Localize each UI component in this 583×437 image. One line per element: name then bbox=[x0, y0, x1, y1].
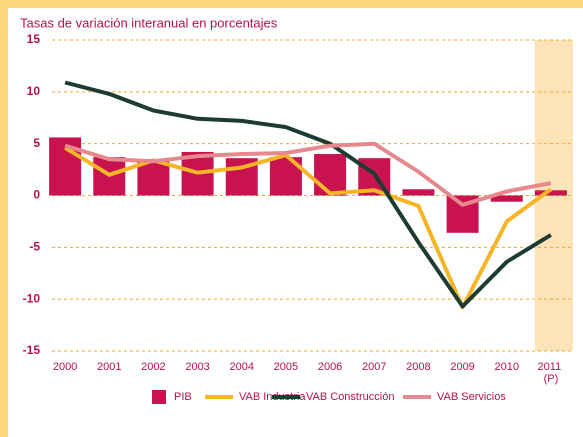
bar bbox=[137, 161, 170, 196]
x-tick-label: 2001 bbox=[97, 361, 121, 373]
line-series bbox=[64, 80, 552, 309]
y-tick-label: 15 bbox=[27, 32, 41, 46]
x-tick-label: 2008 bbox=[406, 361, 430, 373]
bar bbox=[534, 190, 567, 196]
legend-label: PIB bbox=[174, 391, 192, 403]
y-tick-label: 0 bbox=[33, 188, 40, 202]
y-tick-label: 5 bbox=[33, 136, 40, 150]
legend-label: VAB Servicios bbox=[437, 391, 506, 403]
x-tick-label: 2003 bbox=[185, 361, 209, 373]
x-tick-label: 2002 bbox=[141, 361, 165, 373]
y-tick-label: 10 bbox=[27, 84, 41, 98]
bar bbox=[402, 189, 435, 196]
legend-swatch bbox=[152, 390, 166, 404]
x-tick-label: 2009 bbox=[450, 361, 474, 373]
x-tick-label: 2010 bbox=[495, 361, 519, 373]
y-tick-label: -10 bbox=[23, 291, 41, 305]
x-tick-label: 2007 bbox=[362, 361, 386, 373]
x-tick-label: 2000 bbox=[53, 361, 77, 373]
chart-title: Tasas de variación interanual en porcent… bbox=[20, 15, 278, 30]
background bbox=[8, 8, 583, 437]
y-tick-label: -5 bbox=[29, 240, 40, 254]
legend-label: VAB Construcción bbox=[306, 391, 394, 403]
bar bbox=[314, 154, 347, 196]
bar bbox=[490, 195, 523, 202]
x-tick-label: 2005 bbox=[274, 361, 298, 373]
x-tick-label: 2004 bbox=[230, 361, 254, 373]
y-tick-label: -15 bbox=[23, 343, 41, 357]
x-tick-label: 2006 bbox=[318, 361, 342, 373]
x-tick-label: 2011 (P) bbox=[538, 361, 565, 385]
line-series bbox=[64, 141, 552, 207]
